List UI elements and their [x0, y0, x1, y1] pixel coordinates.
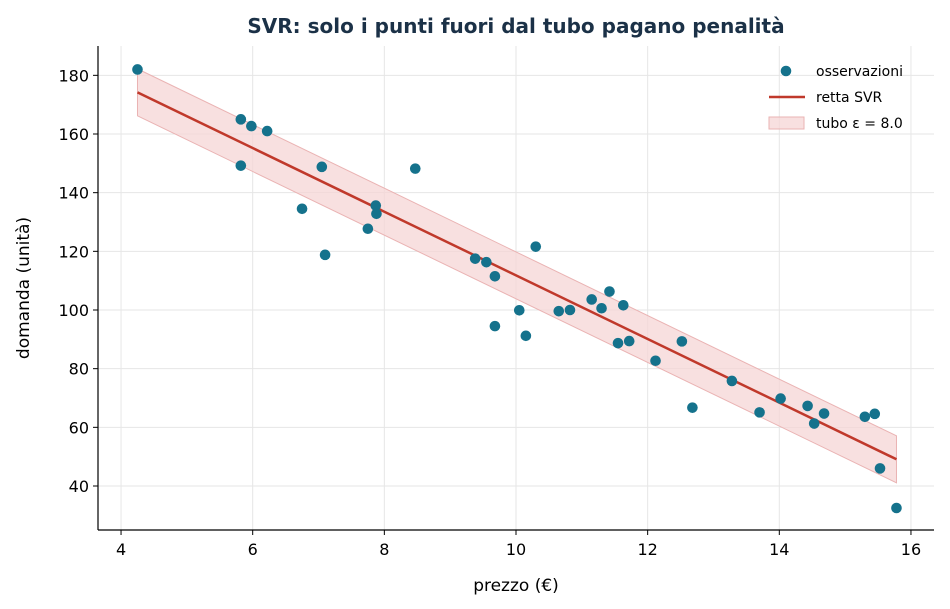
y-tick-label-0: 40 — [69, 477, 89, 496]
data-point-9 — [370, 200, 382, 211]
data-point-13 — [481, 256, 492, 268]
y-tick-label-2: 80 — [69, 360, 89, 379]
legend-label-0: osservazioni — [816, 64, 903, 80]
legend-marker-observations — [780, 65, 792, 77]
data-point-35 — [818, 408, 830, 419]
data-point-16 — [513, 304, 525, 316]
legend-label-1: retta SVR — [816, 90, 883, 106]
data-point-4 — [261, 125, 273, 137]
data-point-14 — [489, 270, 501, 282]
data-point-38 — [874, 463, 886, 474]
data-point-31 — [754, 407, 765, 418]
data-point-12 — [469, 253, 481, 264]
observations — [132, 64, 902, 514]
chart-title: SVR: solo i punti fuori dal tubo pagano … — [247, 14, 784, 38]
data-point-26 — [623, 335, 635, 347]
data-point-0 — [132, 64, 143, 75]
data-point-27 — [650, 355, 661, 367]
legend-marker-tube — [768, 116, 805, 130]
data-point-5 — [296, 203, 308, 215]
data-point-10 — [371, 208, 382, 220]
x-tick-label-6: 16 — [901, 540, 921, 559]
data-point-34 — [808, 418, 820, 429]
data-point-21 — [586, 294, 598, 305]
data-point-23 — [604, 286, 615, 297]
data-point-30 — [726, 375, 738, 387]
x-tick-label-2: 8 — [379, 540, 389, 559]
x-axis-label: prezzo (€) — [473, 576, 559, 596]
data-point-2 — [235, 160, 247, 171]
data-point-6 — [316, 161, 328, 173]
data-point-36 — [859, 411, 871, 423]
legend-label-2: tubo ε = 8.0 — [816, 116, 903, 132]
y-axis-label: domanda (unità) — [14, 217, 34, 359]
data-point-3 — [246, 120, 257, 132]
x-tick-label-3: 10 — [506, 540, 526, 559]
x-tick-label-1: 6 — [248, 540, 258, 559]
data-point-17 — [520, 330, 532, 342]
x-tick-label-4: 12 — [637, 540, 657, 559]
svr-line — [136, 91, 898, 461]
data-point-32 — [775, 393, 786, 404]
legend: osservazioni retta SVR tubo ε = 8.0 — [768, 64, 903, 132]
data-point-19 — [553, 305, 565, 317]
data-point-33 — [802, 400, 813, 412]
data-point-1 — [235, 114, 247, 125]
x-tick-label-5: 14 — [769, 540, 789, 559]
data-point-25 — [617, 300, 629, 311]
data-point-29 — [687, 402, 698, 413]
y-tick-label-5: 140 — [58, 184, 89, 203]
y-tick-label-4: 120 — [58, 242, 89, 261]
data-point-20 — [564, 304, 576, 316]
data-point-8 — [362, 223, 374, 235]
data-point-22 — [596, 302, 607, 314]
y-tick-label-6: 160 — [58, 125, 89, 144]
data-point-28 — [676, 336, 688, 347]
svr-line-layer — [136, 91, 898, 461]
x-tick-label-0: 4 — [116, 540, 126, 559]
data-point-18 — [530, 241, 542, 252]
data-point-39 — [891, 502, 902, 514]
y-tick-label-3: 100 — [58, 301, 89, 320]
data-point-11 — [409, 163, 421, 174]
data-point-15 — [489, 320, 501, 332]
ticks: 4 6 8 10 12 14 16 40 60 80 100 120 140 160 180 — [58, 66, 921, 559]
y-tick-label-7: 180 — [58, 66, 89, 85]
y-tick-label-1: 60 — [69, 418, 89, 437]
data-point-37 — [869, 408, 881, 420]
data-point-7 — [319, 249, 331, 261]
data-point-24 — [612, 337, 624, 349]
